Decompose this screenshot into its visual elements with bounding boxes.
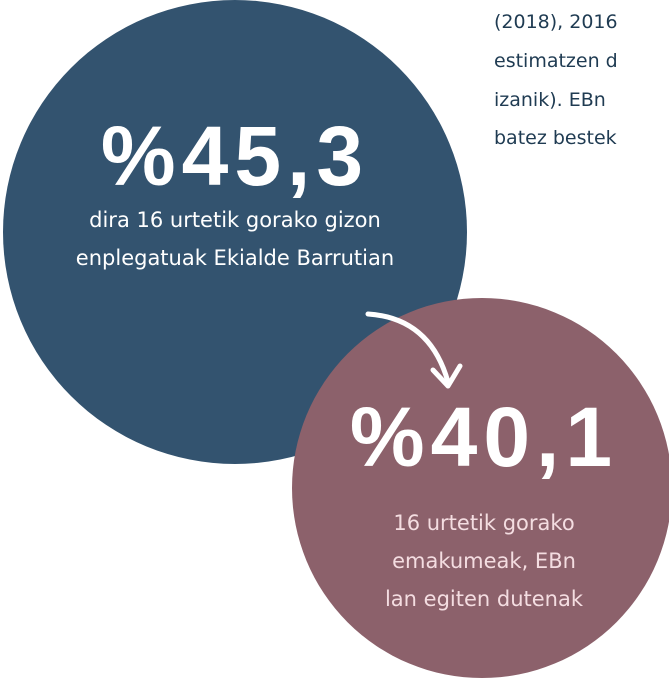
intro-line: (2018), 2016 bbox=[494, 11, 618, 33]
women-stat: %40,1 bbox=[350, 390, 618, 484]
women-description: emakumeak, EBn bbox=[392, 549, 576, 573]
men-circle bbox=[3, 0, 467, 464]
women-circle bbox=[292, 298, 669, 678]
men-description: dira 16 urtetik gorako gizon bbox=[89, 208, 381, 232]
men-stat: %45,3 bbox=[101, 109, 369, 203]
women-description: lan egiten dutenak bbox=[385, 587, 584, 611]
arrow-head bbox=[430, 363, 463, 389]
women-description: 16 urtetik gorako bbox=[393, 511, 574, 535]
men-description: enplegatuak Ekialde Barrutian bbox=[76, 246, 394, 270]
intro-line: batez bestek bbox=[494, 127, 617, 149]
intro-line: estimatzen d bbox=[494, 50, 618, 72]
arrow bbox=[365, 311, 451, 385]
intro-line: izanik). EBn bbox=[494, 89, 606, 111]
